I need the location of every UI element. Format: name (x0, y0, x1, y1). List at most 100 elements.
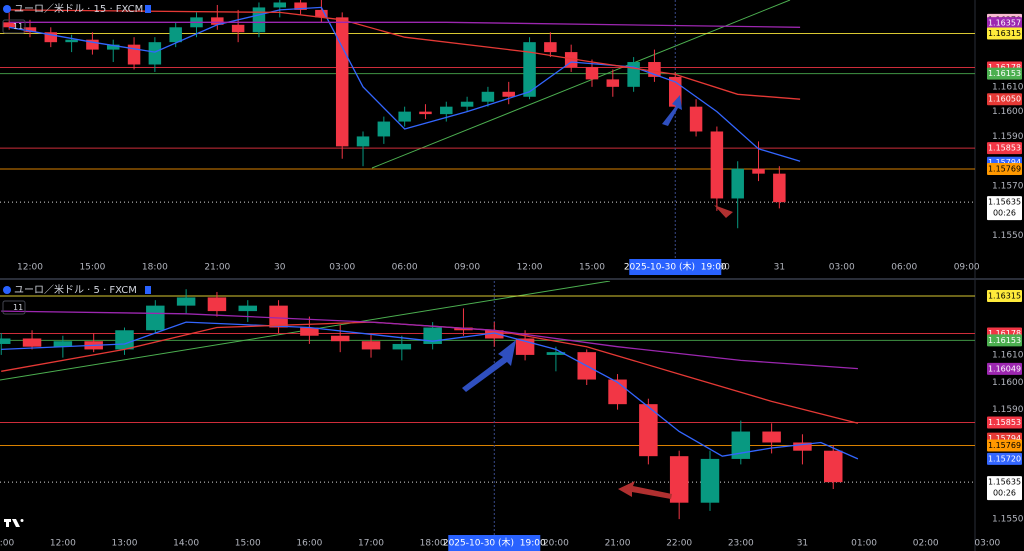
y-tick-label: 1.16100 (992, 82, 1024, 92)
price-tag-label: 1.16050 (988, 95, 1021, 104)
candle-body (689, 106, 703, 132)
y-tick-label: 1.16000 (992, 107, 1024, 117)
candle-body (176, 297, 196, 306)
candle-body (169, 27, 182, 43)
panel-plot (0, 281, 975, 535)
x-tick-label: 14:00 (173, 539, 199, 549)
indicator-badge (2, 300, 26, 315)
price-tag (987, 439, 1022, 452)
candle-body (423, 327, 442, 344)
candle-body (523, 42, 536, 97)
price-tag-label: 1.16153 (988, 69, 1021, 78)
panel-plot (0, 0, 975, 258)
arrow (462, 340, 516, 392)
candle-body (86, 39, 99, 50)
candle-body (146, 305, 165, 331)
price-tag-label: 1.15635 (988, 478, 1021, 487)
crosshair-label-text: 2025-10-30 (木) 19:00 (443, 537, 546, 549)
y-tick-label: 1.15900 (992, 405, 1024, 415)
candle-body (585, 66, 599, 80)
crosshair-label-bg (629, 259, 722, 275)
candle-body (460, 101, 474, 107)
price-tag-label: 1.16357 (988, 19, 1021, 28)
x-tick-label: 13:00 (112, 539, 138, 549)
crosshair-label: 2025-10-30 (木) 19:00 (624, 259, 727, 275)
x-tick-label: 12:00 (17, 263, 43, 273)
price-tag (987, 476, 1022, 501)
candle-body (762, 431, 781, 443)
x-tick-label: 31 (774, 263, 785, 273)
arrow (662, 95, 682, 126)
candle-body (485, 330, 504, 339)
x-tick-label: 16:00 (296, 539, 322, 549)
indicator-count: 11 (13, 22, 23, 31)
candle-body (238, 305, 258, 312)
candle-body (731, 168, 744, 199)
candle-body (65, 39, 78, 43)
moving-average (9, 6, 801, 162)
price-tag (987, 162, 1022, 175)
moving-average (1, 321, 859, 460)
candle-body (773, 173, 786, 203)
x-tick-label: 31 (797, 539, 808, 549)
candle-body (315, 9, 328, 18)
countdown: 00:26 (993, 209, 1016, 218)
x-tick-label: 21:00 (605, 539, 631, 549)
candle-body (392, 343, 412, 350)
price-tag (987, 334, 1022, 347)
crosshair-label-text: 2025-10-30 (木) 19:00 (624, 261, 727, 273)
x-tick-label: 01:00 (851, 539, 877, 549)
trend-line (371, 0, 791, 169)
candle-body (115, 330, 134, 350)
moving-average (1, 310, 858, 370)
symbol-icon (3, 5, 11, 13)
price-tag-label: 1.15635 (988, 198, 1021, 207)
candle-body (300, 327, 319, 336)
x-tick-label: 03:00 (329, 263, 355, 273)
price-tag-label: 1.16315 (988, 292, 1021, 301)
x-tick-label: 21:00 (204, 263, 230, 273)
candle-body (361, 341, 381, 350)
candle-body (752, 168, 765, 174)
price-tag-label: 1.16315 (988, 29, 1021, 38)
candle-body (231, 24, 245, 33)
candle-body (0, 338, 11, 344)
annotations (462, 95, 733, 499)
candle-body (211, 17, 224, 25)
symbol-title: ユーロ／米ドル · 5 · FXCM (14, 283, 137, 296)
candle-body (606, 79, 620, 87)
flag (145, 5, 151, 13)
price-tag (987, 452, 1022, 465)
candle-body (627, 62, 640, 87)
x-tick-label: 22:00 (666, 539, 692, 549)
candle-body (207, 297, 227, 312)
y-tick-label: 1.16000 (992, 378, 1024, 388)
logo (4, 519, 24, 527)
x-tick-label: 17:00 (358, 539, 384, 549)
candle-body (22, 338, 42, 347)
y-tick-label: 1.15900 (992, 132, 1024, 142)
symbol-icon (3, 286, 11, 294)
x-tick-label: 15:00 (79, 263, 105, 273)
x-tick-label: 02:00 (913, 539, 939, 549)
price-tag (987, 27, 1022, 40)
candle-body (335, 17, 349, 147)
price-tag-label: 1.16178 (988, 329, 1021, 338)
crosshair-label: 2025-10-30 (木) 19:00 (443, 535, 546, 551)
candle-body (330, 335, 350, 342)
price-tag-label: 1.15769 (988, 441, 1021, 450)
candle-body (564, 52, 578, 67)
moving-average (9, 21, 801, 28)
price-tag (987, 416, 1022, 429)
candle-body (398, 111, 411, 122)
price-tag-label: 1.15794 (988, 158, 1021, 167)
x-tick-label: 09:00 (454, 263, 480, 273)
candle-body (639, 404, 658, 457)
price-tag (987, 362, 1022, 375)
indicator-badge (2, 19, 26, 34)
candle-body (546, 352, 566, 355)
price-tag-label: 1.15853 (988, 144, 1021, 153)
price-tag-label: 1.16153 (988, 336, 1021, 345)
